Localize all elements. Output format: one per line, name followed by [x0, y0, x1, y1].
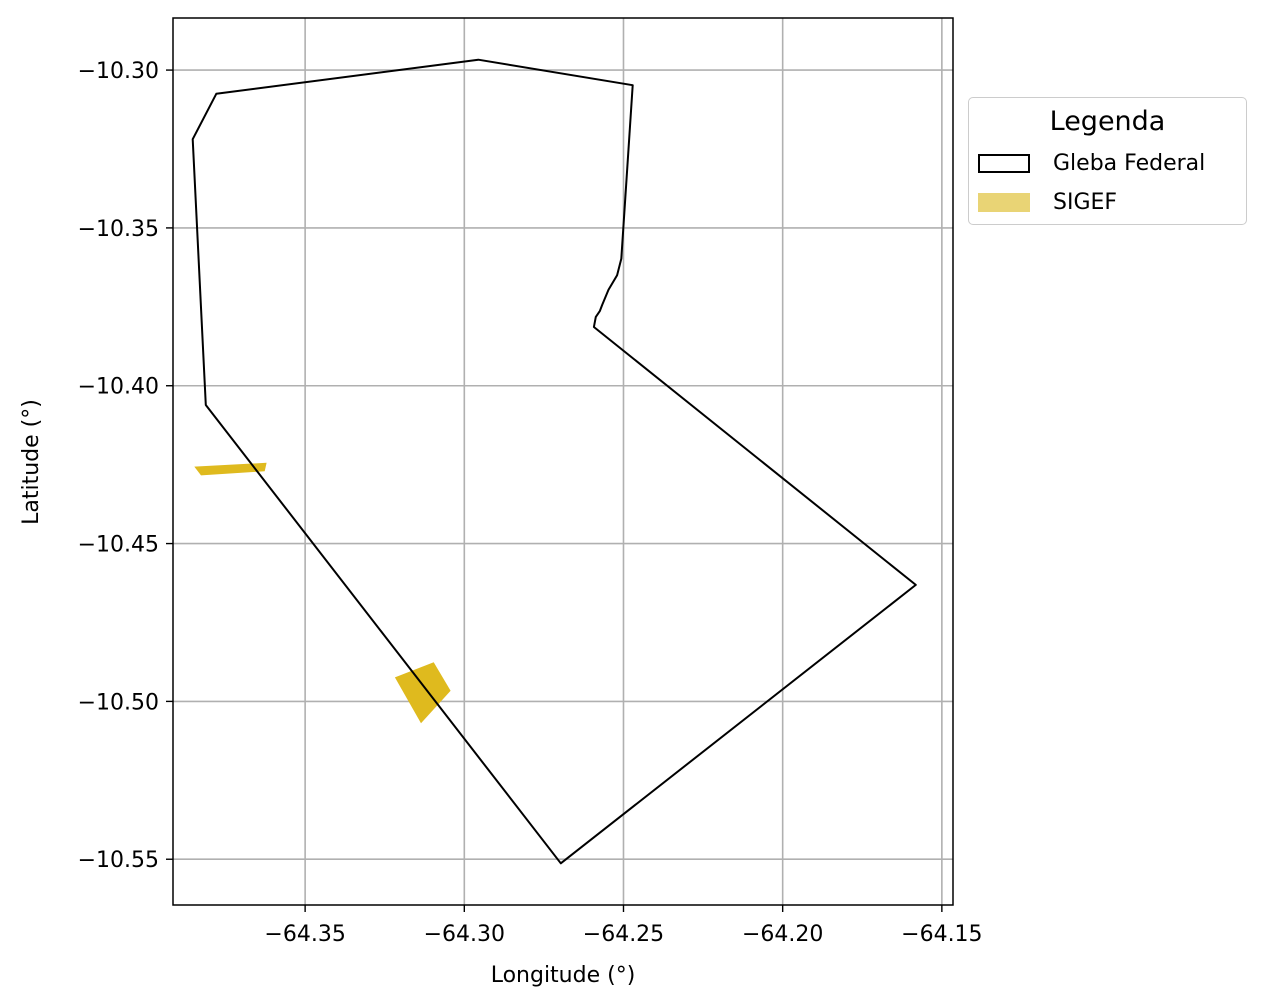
y-tick-label: −10.35	[78, 217, 159, 242]
legend-swatch-outline	[978, 153, 1030, 173]
legend-item-sigef: SIGEF	[978, 187, 1117, 217]
x-tick-label: −64.30	[424, 922, 505, 947]
y-tick-label: −10.30	[78, 59, 159, 84]
y-axis-label: Latitude (°)	[19, 399, 44, 525]
x-tick-label: −64.20	[742, 922, 823, 947]
x-tick-label: −64.15	[901, 922, 982, 947]
sigef-parcel	[194, 462, 267, 476]
legend-label: Gleba Federal	[1053, 150, 1206, 176]
x-tick-label: −64.25	[583, 922, 664, 947]
axis-ticks: −64.35 −64.30 −64.25 −64.20 −64.15 −10.30 −10.…	[78, 59, 983, 947]
y-tick-label: −10.45	[78, 533, 159, 558]
legend-swatch-fill	[978, 192, 1030, 212]
legend-label: SIGEF	[1053, 189, 1118, 215]
x-tick-label: −64.35	[264, 922, 345, 947]
y-tick-label: −10.50	[78, 690, 159, 715]
grid-lines	[173, 18, 953, 905]
y-tick-label: −10.40	[78, 375, 159, 400]
map-frame	[172, 17, 954, 906]
x-axis-label: Longitude (°)	[491, 963, 636, 988]
y-tick-label: −10.55	[78, 848, 159, 873]
sigef-parcel	[394, 662, 451, 724]
gleba-federal-boundary	[191, 58, 917, 865]
map-layers	[191, 58, 917, 865]
legend-title: Legenda	[1049, 106, 1166, 137]
legend: Legenda Gleba Federal SIGEF	[968, 97, 1247, 225]
legend-item-gleba-federal: Gleba Federal	[978, 148, 1205, 178]
